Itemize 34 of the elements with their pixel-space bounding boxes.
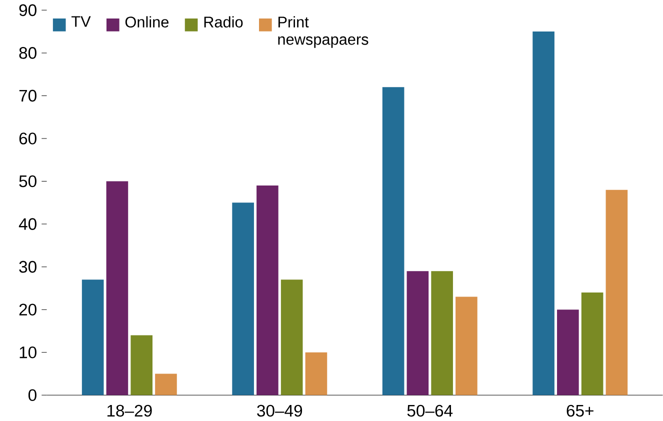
y-tick-label: 70 bbox=[19, 90, 36, 102]
bar bbox=[305, 352, 328, 396]
bar bbox=[280, 280, 303, 396]
y-tick-label: 90 bbox=[19, 4, 36, 16]
y-tick-label: 10 bbox=[20, 346, 36, 358]
bar bbox=[557, 310, 579, 396]
x-tick-label: 50–64 bbox=[407, 404, 453, 417]
legend-label: TV bbox=[71, 16, 91, 27]
x-tick-label: 18–29 bbox=[107, 404, 152, 417]
bar bbox=[256, 186, 278, 396]
bar bbox=[232, 202, 254, 396]
y-tick-label: 80 bbox=[19, 47, 36, 59]
bar bbox=[82, 280, 104, 396]
bar bbox=[130, 335, 152, 396]
bar bbox=[606, 190, 628, 396]
x-tick-label: 30–49 bbox=[257, 404, 302, 417]
legend-label: Radio bbox=[204, 16, 243, 28]
bar bbox=[106, 181, 128, 396]
legend-label: Print newspapaers bbox=[278, 16, 368, 48]
y-tick-label: 0 bbox=[28, 389, 36, 402]
y-tick-label: 60 bbox=[19, 132, 36, 144]
bar bbox=[406, 271, 429, 396]
y-tick-label: 50 bbox=[19, 175, 36, 188]
bar bbox=[581, 292, 604, 396]
x-tick-label: 65+ bbox=[566, 404, 594, 417]
y-tick-label: 20 bbox=[19, 304, 36, 316]
bar bbox=[431, 271, 453, 396]
bar bbox=[382, 87, 404, 396]
bar bbox=[456, 296, 478, 396]
y-tick-label: 40 bbox=[18, 218, 36, 230]
legend-label: Online bbox=[125, 16, 169, 28]
bar bbox=[155, 374, 177, 396]
bar bbox=[532, 32, 554, 396]
y-tick-label: 30 bbox=[19, 260, 36, 273]
